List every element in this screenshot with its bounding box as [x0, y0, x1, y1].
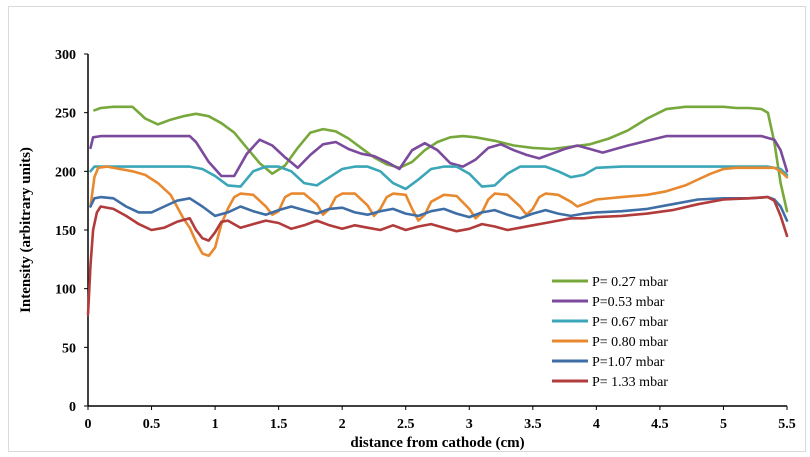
- series-lines: [86, 105, 789, 316]
- x-tick-label: 5.5: [778, 417, 796, 432]
- series-line-2: [89, 134, 789, 178]
- x-tick-label: 1.5: [270, 417, 288, 432]
- x-tick-label: 3.5: [524, 417, 542, 432]
- x-tick-label: 0: [85, 417, 92, 432]
- x-axis-title: distance from cathode (cm): [350, 435, 524, 451]
- y-tick-label: 300: [55, 48, 76, 63]
- y-tick-label: 200: [55, 165, 76, 180]
- y-ticks: 0 50 100 150 200 250 300: [55, 48, 88, 415]
- legend-label: P=1.07 mbar: [592, 355, 665, 370]
- y-tick-label: 250: [55, 107, 76, 122]
- series-line-1: [93, 105, 789, 213]
- x-tick-label: 5: [720, 417, 727, 432]
- legend-label: P= 0.67 mbar: [592, 315, 668, 330]
- x-tick-label: 4.5: [651, 417, 669, 432]
- y-tick-label: 150: [55, 224, 76, 239]
- y-axis-title: Intensity (arbitrary units): [18, 147, 34, 313]
- x-tick-label: 2: [339, 417, 346, 432]
- x-tick-label: 2.5: [397, 417, 415, 432]
- y-tick-label: 50: [62, 341, 76, 356]
- legend-label: P= 0.80 mbar: [592, 335, 668, 350]
- series-line-3: [89, 165, 789, 191]
- legend-label: P=0.53 mbar: [592, 295, 665, 310]
- y-tick-label: 0: [69, 400, 76, 415]
- series-line-6: [86, 195, 789, 316]
- series-line-5: [89, 195, 789, 222]
- x-tick-label: 3: [466, 417, 473, 432]
- y-tick-label: 100: [55, 283, 76, 298]
- x-tick-label: 1: [212, 417, 219, 432]
- x-tick-label: 0.5: [143, 417, 161, 432]
- x-tick-label: 4: [593, 417, 600, 432]
- legend: P= 0.27 mbar P=0.53 mbar P= 0.67 mbar P= 0.…: [552, 275, 668, 390]
- series-line-4: [89, 165, 789, 258]
- x-ticks: 0 0.5 1 1.5 2 2.5 3 3.5 4 4.5 5 5.5: [85, 406, 796, 432]
- legend-label: P= 0.27 mbar: [592, 275, 668, 290]
- legend-label: P= 1.33 mbar: [592, 375, 668, 390]
